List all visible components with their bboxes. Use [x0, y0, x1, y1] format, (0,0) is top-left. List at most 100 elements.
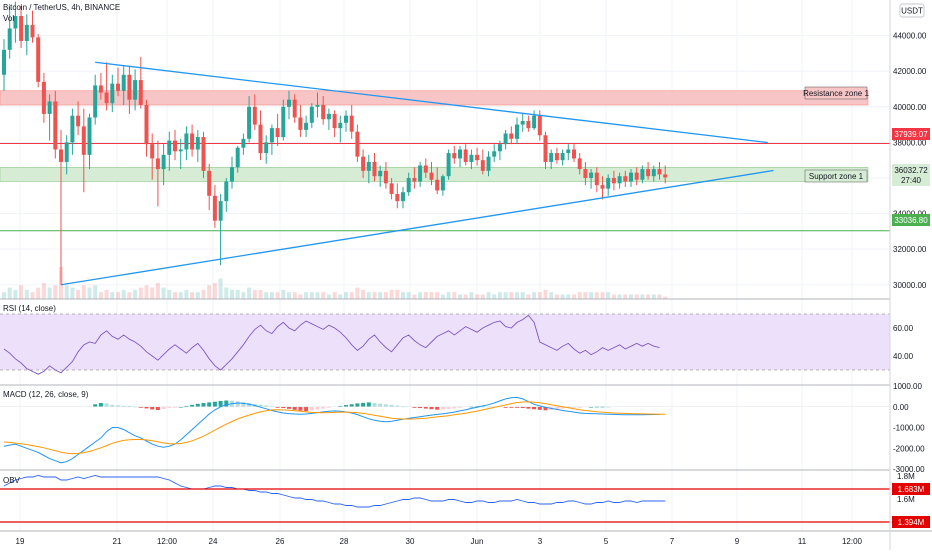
macd-histogram-bar — [560, 406, 565, 409]
rsi-band — [0, 314, 890, 370]
candle-body — [144, 105, 149, 145]
candles — [2, 1, 668, 285]
volume-bar — [549, 292, 554, 299]
resistance-price-label: 37939.07 — [894, 130, 928, 139]
macd-histogram-bar — [104, 403, 109, 407]
volume-bar — [155, 283, 160, 299]
candle-body — [218, 201, 223, 221]
macd-histogram-bar — [389, 404, 394, 407]
volume-bar — [543, 289, 548, 299]
currency-badge[interactable]: USDT — [901, 7, 923, 16]
time-tick-label: 12:00 — [157, 537, 178, 546]
volume-bar — [338, 294, 343, 299]
volume-bar — [589, 292, 594, 299]
candle-body — [104, 92, 109, 104]
volume-bar — [646, 294, 651, 299]
upper-trendline[interactable] — [95, 61, 768, 144]
rsi-line[interactable] — [3, 314, 660, 375]
volume-bar — [429, 292, 434, 299]
obv-legend[interactable]: OBV — [3, 476, 21, 485]
candle-body — [423, 165, 428, 173]
volume-bar — [629, 294, 633, 299]
resistance-zone-label-box — [804, 86, 868, 100]
volume-bar — [344, 292, 348, 299]
signal-line[interactable] — [3, 401, 666, 455]
candle-body — [212, 195, 217, 221]
volume-bar — [98, 292, 103, 299]
time-tick-label: 9 — [735, 537, 740, 546]
macd-histogram-bar — [383, 404, 388, 407]
macd-histogram-bar — [121, 405, 126, 407]
obv-line[interactable] — [3, 475, 666, 508]
macd-histogram-bar — [446, 406, 451, 410]
macd-histogram-bar — [309, 406, 314, 411]
macd-histogram-bar — [292, 406, 297, 410]
candle-body — [133, 80, 138, 100]
obv-level-label-upper: 1.683M — [898, 485, 925, 494]
volume-bar — [287, 292, 291, 299]
candle-body — [13, 16, 18, 29]
candle-body — [332, 113, 337, 129]
resistance-zone[interactable] — [0, 90, 869, 106]
macd-histogram-bar — [264, 405, 269, 407]
candle-body — [611, 177, 616, 184]
candle-body — [298, 117, 303, 130]
candle-body — [269, 128, 274, 143]
candle-body — [480, 160, 485, 171]
candle-body — [304, 122, 309, 130]
volume-bar — [577, 292, 582, 299]
volume-bar — [252, 289, 257, 299]
volume-bar — [304, 292, 309, 299]
macd-histogram-bar — [275, 406, 280, 408]
volume-bar — [292, 292, 297, 299]
macd-histogram-bar — [195, 403, 200, 407]
macd-histogram — [0, 400, 890, 412]
currency-badge-box[interactable] — [899, 3, 925, 18]
volume-bar — [275, 292, 280, 299]
candle-body — [247, 106, 252, 139]
candle-body — [435, 179, 440, 191]
candle-body — [190, 133, 195, 150]
rsi-legend[interactable]: RSI (14, close) — [3, 304, 56, 313]
volume-bar — [406, 292, 411, 299]
macd-legend[interactable]: MACD (12, 26, close, 9) — [3, 390, 89, 399]
candle-body — [412, 177, 417, 182]
candle-body — [657, 169, 662, 175]
candle-body — [401, 192, 405, 202]
macd-histogram-bar — [190, 404, 195, 407]
candle-body — [663, 174, 668, 178]
lower-trendline[interactable] — [60, 169, 774, 286]
time-axis[interactable]: 19 21 12:00 24 26 28 30 Jun 3 5 7 9 11 12:00 — [16, 537, 863, 546]
candle-body — [326, 113, 331, 120]
candle-body — [309, 106, 314, 123]
macd-histogram-bar — [304, 406, 309, 412]
candle-body — [372, 161, 377, 177]
macd-histogram-bar — [201, 403, 206, 407]
volume-bar — [458, 294, 462, 299]
rsi-tick-label: 40.00 — [893, 352, 914, 361]
candle-body — [623, 176, 628, 182]
macd-line[interactable] — [3, 396, 660, 464]
candle-body — [355, 131, 360, 157]
candle-body — [275, 128, 280, 138]
candle-body — [7, 28, 12, 50]
macd-histogram-bar — [515, 406, 519, 408]
macd-histogram-bar — [412, 406, 417, 408]
volume-bar — [144, 285, 149, 299]
volume-bar — [104, 289, 109, 299]
volume-bar — [247, 287, 252, 299]
symbol-title[interactable]: Bitcoin / TetherUS, 4h, BINANCE — [3, 3, 120, 12]
volume-legend[interactable]: Vol — [3, 14, 14, 23]
time-tick-label: 21 — [113, 537, 122, 546]
support-zone[interactable] — [0, 166, 869, 182]
candle-body — [361, 156, 366, 171]
macd-histogram-bar — [418, 406, 423, 408]
macd-histogram-bar — [184, 405, 189, 407]
candle-body — [24, 24, 29, 41]
candle-body — [315, 105, 320, 107]
current-price-badge — [892, 164, 930, 186]
volume-bar — [435, 292, 440, 299]
volume-bar — [572, 294, 576, 299]
macd-histogram-bar — [338, 405, 343, 407]
